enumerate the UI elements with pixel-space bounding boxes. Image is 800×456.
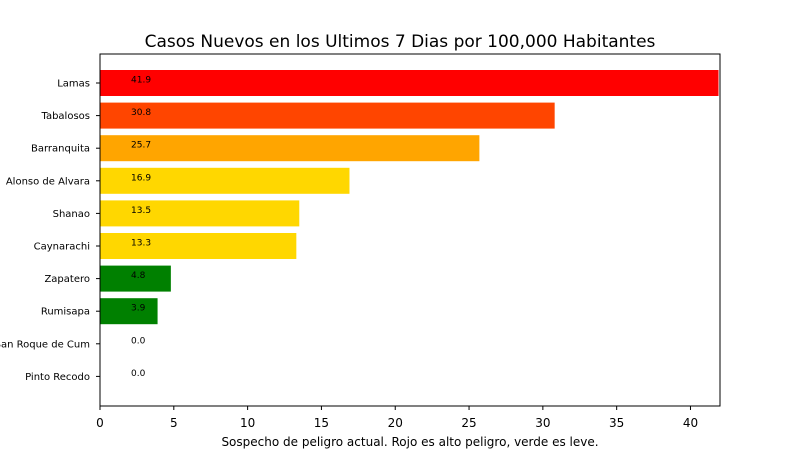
x-tick-label: 15	[314, 416, 329, 430]
x-ticks: 0 5 10 15 20 25 30 35 40	[96, 406, 698, 430]
data-label: 4.8	[131, 271, 146, 281]
bar	[100, 233, 297, 259]
bar	[100, 70, 719, 96]
x-tick-label: 5	[170, 416, 178, 430]
x-tick-label: 0	[96, 416, 104, 430]
plot-frame	[99, 53, 721, 407]
data-label: 13.3	[131, 239, 151, 249]
data-label: 3.9	[131, 304, 146, 314]
data-label: 25.7	[131, 141, 151, 151]
chart-title: Casos Nuevos en los Ultimos 7 Dias por 1…	[145, 32, 656, 52]
bar	[100, 200, 300, 227]
bar	[100, 265, 171, 292]
y-tick-label: Tabalosos	[41, 111, 91, 122]
x-tick-label: 25	[461, 416, 476, 430]
x-tick-label: 30	[535, 416, 550, 430]
data-label: 0.0	[131, 336, 146, 346]
y-tick-label: Rumisapa	[41, 307, 90, 318]
y-tick-label: Lamas	[57, 79, 90, 90]
data-labels: 41.9 30.8 25.7 16.9 13.5 13.3 4.8 3.9 0.0 0.0	[131, 76, 151, 379]
x-axis-label: Sospecho de peligro actual. Rojo es alto…	[221, 435, 598, 449]
y-tick-label: Barranquita	[31, 144, 90, 155]
bar	[100, 102, 555, 129]
x-tick-label: 35	[609, 416, 624, 430]
y-tick-labels: Lamas Tabalosos Barranquita Alonso de Alvar…	[0, 79, 100, 383]
bar	[100, 135, 480, 162]
data-label: 30.8	[131, 108, 151, 118]
y-tick-label: Shanao	[53, 209, 90, 220]
y-tick-label: Caynarachi	[34, 242, 90, 253]
x-tick-label: 10	[240, 416, 255, 430]
bar	[100, 167, 350, 194]
data-label: 16.9	[131, 173, 151, 183]
data-label: 41.9	[131, 76, 151, 86]
y-tick-label: San Roque de Cum	[0, 339, 90, 350]
data-label: 13.5	[131, 206, 151, 216]
x-tick-label: 20	[388, 416, 403, 430]
data-label: 0.0	[131, 369, 146, 379]
x-tick-label: 40	[683, 416, 698, 430]
y-tick-label: Zapatero	[44, 274, 90, 285]
y-tick-label: Pinto Recodo	[25, 372, 90, 383]
bar	[100, 298, 158, 325]
y-tick-label: Alonso de Alvara	[6, 176, 90, 187]
bars-group	[100, 70, 719, 325]
